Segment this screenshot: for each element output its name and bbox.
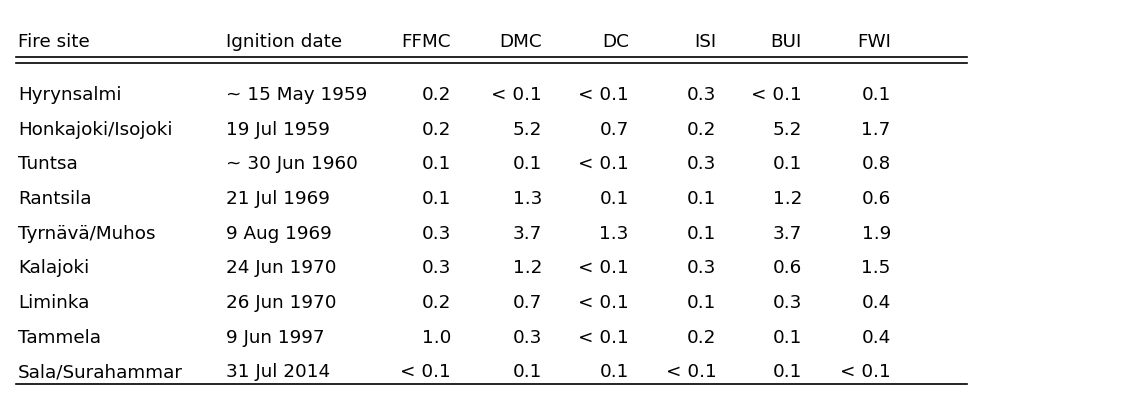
Text: Liminka: Liminka xyxy=(18,294,90,312)
Text: 0.1: 0.1 xyxy=(513,363,542,381)
Text: < 0.1: < 0.1 xyxy=(666,363,716,381)
Text: FWI: FWI xyxy=(856,33,891,51)
Text: 0.3: 0.3 xyxy=(688,86,716,104)
Text: 0.1: 0.1 xyxy=(773,363,802,381)
Text: 0.3: 0.3 xyxy=(773,294,802,312)
Text: 9 Jun 1997: 9 Jun 1997 xyxy=(226,329,325,347)
Text: Tammela: Tammela xyxy=(18,329,101,347)
Text: 19 Jul 1959: 19 Jul 1959 xyxy=(226,121,331,139)
Text: 9 Aug 1969: 9 Aug 1969 xyxy=(226,225,332,243)
Text: 0.4: 0.4 xyxy=(862,294,891,312)
Text: 0.1: 0.1 xyxy=(599,363,629,381)
Text: Sala/Surahammar: Sala/Surahammar xyxy=(18,363,183,381)
Text: 0.1: 0.1 xyxy=(688,225,716,243)
Text: 5.2: 5.2 xyxy=(513,121,542,139)
Text: Tuntsa: Tuntsa xyxy=(18,155,78,174)
Text: 0.8: 0.8 xyxy=(862,155,891,174)
Text: 0.7: 0.7 xyxy=(599,121,629,139)
Text: 0.6: 0.6 xyxy=(862,190,891,208)
Text: Honkajoki/Isojoki: Honkajoki/Isojoki xyxy=(18,121,172,139)
Text: Rantsila: Rantsila xyxy=(18,190,92,208)
Text: 0.2: 0.2 xyxy=(421,121,451,139)
Text: 0.3: 0.3 xyxy=(513,329,542,347)
Text: < 0.1: < 0.1 xyxy=(577,329,629,347)
Text: < 0.1: < 0.1 xyxy=(577,155,629,174)
Text: 0.3: 0.3 xyxy=(421,259,451,277)
Text: < 0.1: < 0.1 xyxy=(491,86,542,104)
Text: < 0.1: < 0.1 xyxy=(840,363,891,381)
Text: 26 Jun 1970: 26 Jun 1970 xyxy=(226,294,336,312)
Text: 0.1: 0.1 xyxy=(773,329,802,347)
Text: 0.3: 0.3 xyxy=(688,155,716,174)
Text: < 0.1: < 0.1 xyxy=(577,294,629,312)
Text: 5.2: 5.2 xyxy=(773,121,802,139)
Text: 0.2: 0.2 xyxy=(688,121,716,139)
Text: 31 Jul 2014: 31 Jul 2014 xyxy=(226,363,331,381)
Text: FFMC: FFMC xyxy=(402,33,451,51)
Text: Tyrnävä/Muhos: Tyrnävä/Muhos xyxy=(18,225,155,243)
Text: 24 Jun 1970: 24 Jun 1970 xyxy=(226,259,336,277)
Text: < 0.1: < 0.1 xyxy=(577,259,629,277)
Text: 0.4: 0.4 xyxy=(862,329,891,347)
Text: ~ 15 May 1959: ~ 15 May 1959 xyxy=(226,86,367,104)
Text: 0.1: 0.1 xyxy=(513,155,542,174)
Text: 21 Jul 1969: 21 Jul 1969 xyxy=(226,190,331,208)
Text: 1.9: 1.9 xyxy=(862,225,891,243)
Text: 1.3: 1.3 xyxy=(513,190,542,208)
Text: 0.1: 0.1 xyxy=(688,294,716,312)
Text: 0.2: 0.2 xyxy=(688,329,716,347)
Text: 0.2: 0.2 xyxy=(421,294,451,312)
Text: 0.1: 0.1 xyxy=(861,86,891,104)
Text: 0.7: 0.7 xyxy=(513,294,542,312)
Text: Kalajoki: Kalajoki xyxy=(18,259,90,277)
Text: 0.3: 0.3 xyxy=(421,225,451,243)
Text: DC: DC xyxy=(602,33,629,51)
Text: BUI: BUI xyxy=(770,33,802,51)
Text: Hyrynsalmi: Hyrynsalmi xyxy=(18,86,122,104)
Text: 0.1: 0.1 xyxy=(421,190,451,208)
Text: 0.2: 0.2 xyxy=(421,86,451,104)
Text: 0.1: 0.1 xyxy=(421,155,451,174)
Text: 0.6: 0.6 xyxy=(773,259,802,277)
Text: 1.5: 1.5 xyxy=(861,259,891,277)
Text: 0.1: 0.1 xyxy=(773,155,802,174)
Text: 1.2: 1.2 xyxy=(773,190,802,208)
Text: 1.2: 1.2 xyxy=(513,259,542,277)
Text: 1.0: 1.0 xyxy=(421,329,451,347)
Text: 3.7: 3.7 xyxy=(773,225,802,243)
Text: < 0.1: < 0.1 xyxy=(751,86,802,104)
Text: ISI: ISI xyxy=(695,33,716,51)
Text: ~ 30 Jun 1960: ~ 30 Jun 1960 xyxy=(226,155,358,174)
Text: 0.1: 0.1 xyxy=(599,190,629,208)
Text: 3.7: 3.7 xyxy=(513,225,542,243)
Text: DMC: DMC xyxy=(499,33,542,51)
Text: Ignition date: Ignition date xyxy=(226,33,342,51)
Text: Fire site: Fire site xyxy=(18,33,90,51)
Text: 0.1: 0.1 xyxy=(688,190,716,208)
Text: < 0.1: < 0.1 xyxy=(401,363,451,381)
Text: 1.7: 1.7 xyxy=(861,121,891,139)
Text: < 0.1: < 0.1 xyxy=(577,86,629,104)
Text: 0.3: 0.3 xyxy=(688,259,716,277)
Text: 1.3: 1.3 xyxy=(599,225,629,243)
